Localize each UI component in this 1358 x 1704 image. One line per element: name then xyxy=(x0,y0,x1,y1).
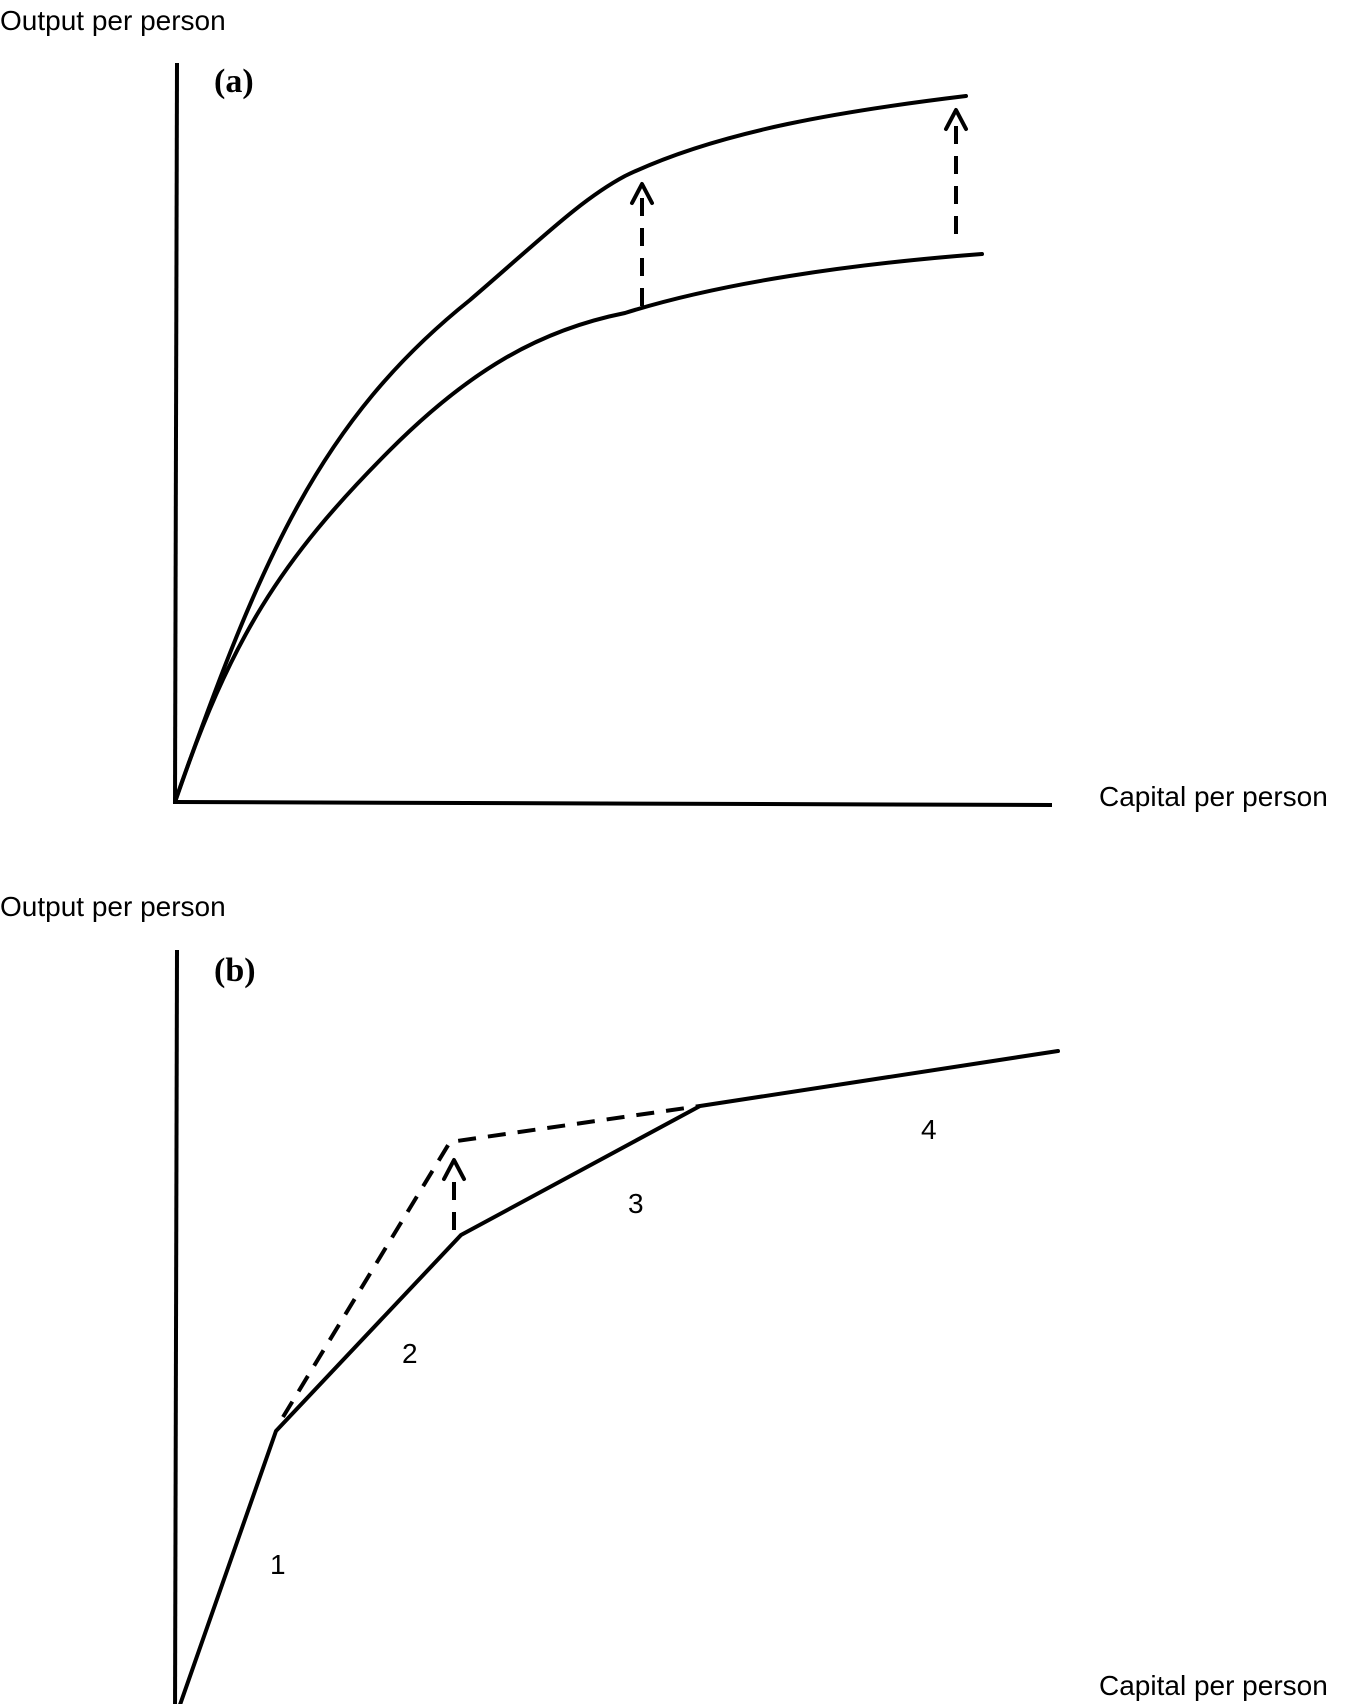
panel-a-label: (a) xyxy=(214,63,254,100)
panel-a-x-axis-label: Capital per person xyxy=(1099,781,1328,812)
panel-b-frontier-dashed xyxy=(281,1104,701,1419)
panel-a-arrowhead-left-icon xyxy=(630,182,654,205)
panel-a-arrowhead-right-icon xyxy=(944,108,968,131)
panel-b-segment-label-3: 3 xyxy=(628,1188,644,1219)
panel-b-y-axis-label: Output per person xyxy=(0,891,226,922)
panel-a-lower-curve xyxy=(173,252,984,804)
panel-a: Output per person (a) Capital per person xyxy=(0,5,1328,812)
panel-a-shift-arrow-right xyxy=(944,108,968,234)
panel-b-segment-label-4: 4 xyxy=(921,1114,937,1145)
panel-b-segment-label-1: 1 xyxy=(270,1549,286,1580)
panel-a-shift-arrow-left xyxy=(630,182,654,306)
panel-a-y-axis-label: Output per person xyxy=(0,5,226,36)
panel-b: Output per person (b) Capital per person… xyxy=(0,891,1328,1704)
panel-a-x-axis xyxy=(174,800,1053,807)
panel-b-label: (b) xyxy=(214,952,256,989)
panel-b-arrowhead-icon xyxy=(442,1158,466,1181)
panel-b-shift-arrow xyxy=(442,1158,466,1230)
panel-b-frontier-solid xyxy=(178,1049,1060,1704)
panel-a-upper-curve xyxy=(173,94,968,804)
panel-b-y-axis xyxy=(173,949,179,1704)
panel-b-segment-label-2: 2 xyxy=(402,1338,418,1369)
panel-a-y-axis xyxy=(173,62,179,805)
panel-b-x-axis-label: Capital per person xyxy=(1099,1670,1328,1701)
